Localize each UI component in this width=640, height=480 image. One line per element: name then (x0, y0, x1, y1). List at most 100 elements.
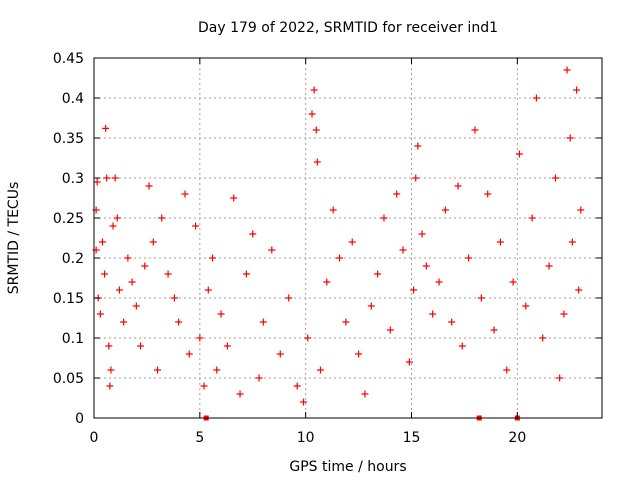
data-point (103, 174, 111, 182)
data-point (422, 262, 430, 270)
data-point (435, 278, 443, 286)
data-point (563, 66, 571, 74)
data-point (111, 174, 119, 182)
axis-ticks: 0 0.05 0.1 0.15 0.2 0.25 0.3 0.35 0.4 0.45 0 5 10 15 2… (53, 51, 602, 446)
data-point (259, 318, 267, 326)
y-tick-label: 0.35 (53, 131, 84, 147)
data-point (132, 302, 140, 310)
data-point (145, 182, 153, 190)
data-point (158, 214, 166, 222)
data-point (96, 310, 104, 318)
data-point (101, 270, 109, 278)
data-point (458, 342, 466, 350)
data-point (556, 374, 564, 382)
data-point (268, 246, 276, 254)
data-point (164, 270, 172, 278)
data-point (441, 206, 449, 214)
data-point (477, 294, 485, 302)
data-point (293, 382, 301, 390)
data-point (113, 214, 121, 222)
data-point (454, 182, 462, 190)
data-point (380, 214, 388, 222)
data-point (367, 302, 375, 310)
data-point (323, 278, 331, 286)
y-axis-label: SRMTID / TECUs (6, 182, 22, 295)
data-point (107, 366, 115, 374)
data-point (545, 262, 553, 270)
data-point (149, 238, 157, 246)
data-point (312, 126, 320, 134)
data-point (429, 310, 437, 318)
data-point (539, 334, 547, 342)
data-point (300, 398, 308, 406)
data-point (414, 142, 422, 150)
data-point (342, 318, 350, 326)
chart-title: Day 179 of 2022, SRMTID for receiver ind… (198, 20, 498, 36)
data-point (503, 366, 511, 374)
data-point (236, 390, 244, 398)
data-point (551, 174, 559, 182)
x-tick-label: 10 (297, 430, 315, 446)
x-tick-label: 15 (403, 430, 421, 446)
data-point (515, 150, 523, 158)
data-point (137, 342, 145, 350)
data-point (192, 222, 200, 230)
data-point (141, 262, 149, 270)
data-point (109, 222, 117, 230)
data-point (120, 318, 128, 326)
data-point (196, 334, 204, 342)
data-point (418, 230, 426, 238)
x-tick-label: 20 (508, 430, 526, 446)
plot-frame (93, 57, 603, 419)
data-point (310, 86, 318, 94)
y-tick-label: 0 (75, 411, 84, 427)
data-point (308, 110, 316, 118)
x-tick-label: 5 (195, 430, 204, 446)
data-point (106, 382, 114, 390)
x-axis-label: GPS time / hours (289, 459, 406, 475)
data-point (509, 278, 517, 286)
data-points (92, 66, 585, 421)
data-point (304, 334, 312, 342)
data-point (490, 326, 498, 334)
data-point (532, 94, 540, 102)
data-point (200, 382, 208, 390)
data-point (560, 310, 568, 318)
data-point (528, 214, 536, 222)
data-point (471, 126, 479, 134)
data-point (204, 286, 212, 294)
data-point (223, 342, 231, 350)
data-point (313, 158, 321, 166)
data-point (410, 286, 418, 294)
data-point (355, 350, 363, 358)
y-tick-label: 0.4 (62, 91, 84, 107)
data-point (405, 358, 413, 366)
data-point (175, 318, 183, 326)
data-point (213, 366, 221, 374)
data-point (242, 270, 250, 278)
data-point (448, 318, 456, 326)
data-point (170, 294, 178, 302)
data-point (115, 286, 123, 294)
y-tick-label: 0.1 (62, 331, 84, 347)
data-point (185, 350, 193, 358)
data-point (276, 350, 284, 358)
data-point (374, 270, 382, 278)
data-point (393, 190, 401, 198)
data-point (128, 278, 136, 286)
data-point (316, 366, 324, 374)
data-point (575, 286, 583, 294)
data-point (566, 134, 574, 142)
data-point (249, 230, 257, 238)
data-point (98, 238, 106, 246)
data-point (217, 310, 225, 318)
data-point (465, 254, 473, 262)
data-point (577, 206, 585, 214)
y-tick-label: 0.45 (53, 51, 84, 67)
data-point (568, 238, 576, 246)
data-point (255, 374, 263, 382)
data-point (386, 326, 394, 334)
data-point (348, 238, 356, 246)
data-point (399, 246, 407, 254)
data-point (285, 294, 293, 302)
